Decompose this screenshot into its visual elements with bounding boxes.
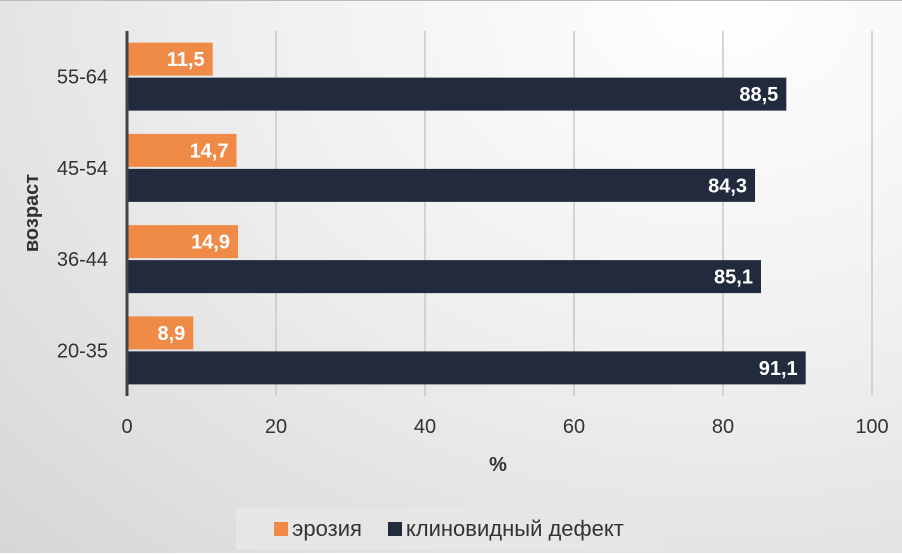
- x-tick-label: 100: [855, 416, 888, 438]
- bar-erosion: [127, 133, 237, 167]
- data-label: 88,5: [739, 84, 778, 106]
- x-tick-label: 0: [121, 416, 132, 438]
- data-label: 14,9: [191, 232, 230, 254]
- data-label: 91,1: [759, 358, 798, 380]
- bar-erosion: [127, 225, 239, 259]
- data-label: 11,5: [167, 49, 205, 71]
- legend-label: эрозия: [292, 516, 362, 541]
- x-tick-label: 60: [563, 416, 585, 438]
- y-axis-title: возраст: [21, 174, 43, 252]
- y-tick-label: 55-64: [57, 67, 108, 89]
- legend: эрозия клиновидный дефект: [236, 508, 662, 550]
- data-label: 85,1: [714, 267, 753, 289]
- x-tick-label: 40: [414, 416, 436, 438]
- data-label: 14,7: [190, 140, 229, 162]
- legend-label: клиновидный дефект: [405, 516, 624, 541]
- bar-wedge-defect: [127, 168, 756, 202]
- legend-swatch: [274, 522, 289, 536]
- y-tick-label: 45-54: [57, 158, 108, 180]
- x-tick-label: 80: [712, 416, 734, 438]
- bar-erosion: [127, 42, 213, 76]
- data-label: 84,3: [708, 175, 747, 197]
- x-axis-title: %: [489, 454, 507, 476]
- data-label: 8,9: [157, 323, 185, 345]
- bar-wedge-defect: [127, 351, 806, 385]
- y-tick-label: 20-35: [57, 340, 108, 362]
- bar-erosion: [127, 316, 194, 350]
- bar-wedge-defect: [127, 77, 787, 111]
- legend-item-wedge-defect: клиновидный дефект: [387, 516, 624, 542]
- x-tick-label: 20: [265, 416, 287, 438]
- bar-wedge-defect: [127, 260, 761, 294]
- legend-swatch: [387, 522, 402, 536]
- y-tick-label: 36-44: [57, 249, 108, 271]
- legend-item-erosion: эрозия: [274, 516, 362, 542]
